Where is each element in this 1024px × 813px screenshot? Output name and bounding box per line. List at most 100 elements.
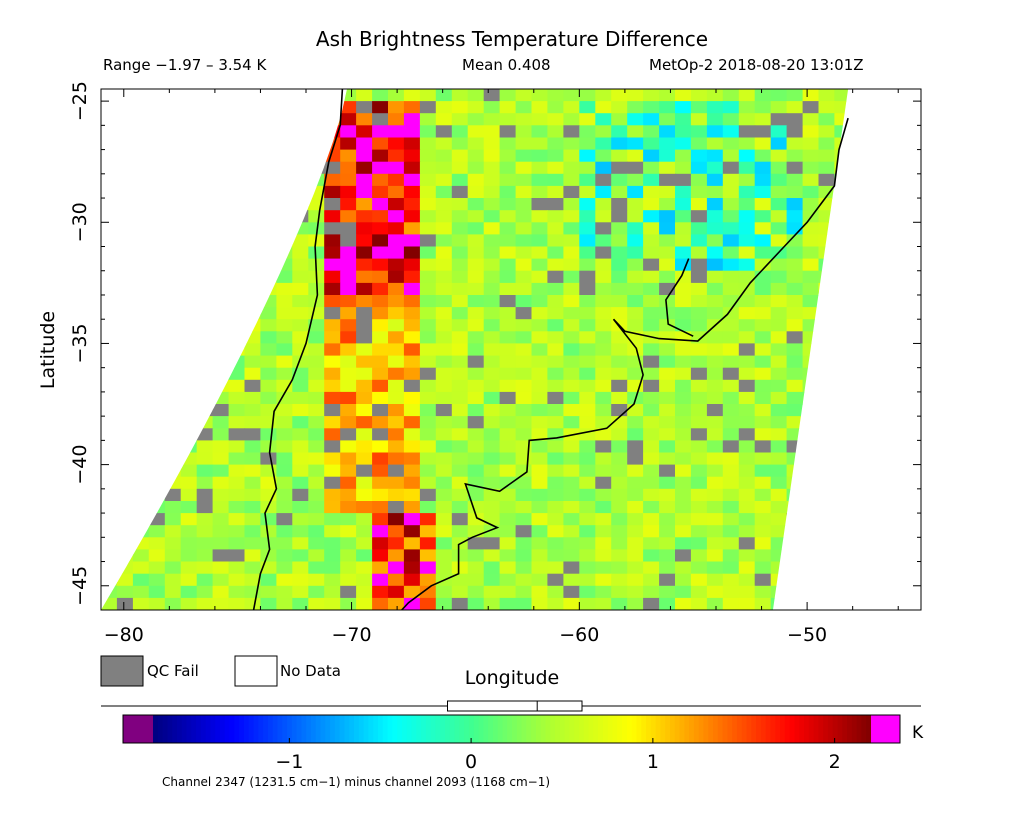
heatmap-cell [372, 476, 389, 490]
heatmap-cell [388, 416, 405, 429]
heatmap-cell [499, 185, 517, 199]
coastline-segment [252, 89, 344, 610]
heatmap-cell [643, 173, 660, 187]
heatmap-cell [802, 149, 820, 163]
heatmap-cell [388, 101, 405, 114]
heatmap-cell [722, 391, 740, 405]
heatmap-cell [738, 125, 756, 138]
heatmap-cell [132, 573, 150, 587]
heatmap-cell [403, 573, 421, 587]
heatmap-cell [164, 391, 182, 405]
heatmap-cell [180, 125, 198, 138]
heatmap-cell [690, 537, 708, 550]
heatmap-cell [101, 295, 118, 308]
heatmap-cell [260, 343, 277, 357]
heatmap-cell [659, 113, 676, 126]
heatmap-cell [722, 137, 740, 151]
colorbar-segment [167, 715, 173, 743]
heatmap-cell [738, 537, 756, 550]
heatmap-cell [244, 452, 261, 466]
heatmap-cell [212, 404, 230, 417]
heatmap-cell [196, 367, 214, 381]
heatmap-cell [563, 416, 580, 429]
heatmap-cell [770, 404, 788, 417]
heatmap-cell [388, 404, 405, 417]
heatmap-cell [754, 428, 772, 441]
colorbar-segment [784, 715, 791, 743]
colorbar-segment [832, 715, 838, 743]
heatmap-cell [595, 513, 612, 526]
heatmap-cell [547, 149, 564, 163]
colorbar-segment [579, 715, 585, 743]
heatmap-cell [515, 198, 533, 211]
heatmap-cell [451, 185, 469, 199]
heatmap-cell [228, 488, 246, 502]
heatmap-cell [834, 210, 849, 223]
heatmap-cell [659, 404, 676, 417]
heatmap-cell [483, 246, 501, 260]
heatmap-cell [388, 355, 405, 369]
heatmap-cell [499, 561, 517, 575]
heatmap-cell [388, 428, 405, 441]
heatmap-cell [372, 234, 389, 248]
heatmap-cell [659, 452, 676, 466]
heatmap-cell [547, 246, 564, 260]
heatmap-cell [579, 307, 596, 320]
heatmap-cell [403, 464, 421, 478]
colorbar-segment [406, 715, 412, 743]
heatmap-cell [403, 404, 421, 417]
heatmap-cell [148, 343, 166, 357]
heatmap-cell [547, 597, 564, 610]
heatmap-cell [499, 101, 517, 114]
heatmap-cell [212, 525, 230, 538]
heatmap-cell [786, 428, 804, 441]
heatmap-cell [260, 367, 277, 381]
heatmap-cell [388, 537, 405, 550]
heatmap-cell [531, 113, 548, 126]
heatmap-cell [340, 549, 357, 563]
heatmap-cell [403, 295, 421, 308]
colorbar-segment [306, 715, 312, 743]
heatmap-cell [499, 488, 517, 502]
heatmap-cell [483, 367, 501, 381]
heatmap-cell [148, 307, 166, 320]
heatmap-cell [101, 185, 118, 199]
heatmap-cell [786, 501, 804, 514]
heatmap-cell [754, 573, 772, 587]
heatmap-cell [499, 198, 517, 211]
heatmap-cell [531, 525, 548, 538]
heatmap-cell [515, 222, 533, 235]
y-tick-label: −45 [69, 566, 91, 606]
heatmap-cell [754, 391, 772, 405]
heatmap-cell [675, 246, 692, 260]
heatmap-cell [531, 452, 548, 466]
heatmap-cell [388, 282, 405, 296]
heatmap-cell [372, 270, 389, 284]
colorbar-segment [162, 715, 168, 743]
heatmap-cell [659, 198, 676, 211]
heatmap-cell [834, 488, 849, 502]
heatmap-cell [164, 173, 182, 187]
heatmap-cell [659, 355, 676, 369]
heatmap-cell [786, 513, 804, 526]
heatmap-cell [228, 113, 246, 126]
heatmap-cell [563, 464, 580, 478]
heatmap-cell [260, 113, 277, 126]
heatmap-cell [340, 476, 357, 490]
heatmap-cell [467, 561, 485, 575]
heatmap-cell [435, 440, 453, 454]
heatmap-cell [499, 246, 517, 260]
heatmap-cell [419, 573, 437, 587]
heatmap-cell [292, 125, 309, 138]
heatmap-cell [579, 149, 596, 163]
heatmap-cell [228, 391, 246, 405]
heatmap-cell [850, 440, 867, 453]
heatmap-cell [292, 185, 309, 199]
heatmap-cell [276, 428, 293, 441]
heatmap-cell [802, 561, 820, 575]
heatmap-cell [467, 113, 485, 126]
heatmap-cell [802, 234, 820, 248]
heatmap-cell [451, 452, 469, 466]
heatmap-cell [148, 222, 166, 235]
heatmap-cell [531, 258, 548, 272]
